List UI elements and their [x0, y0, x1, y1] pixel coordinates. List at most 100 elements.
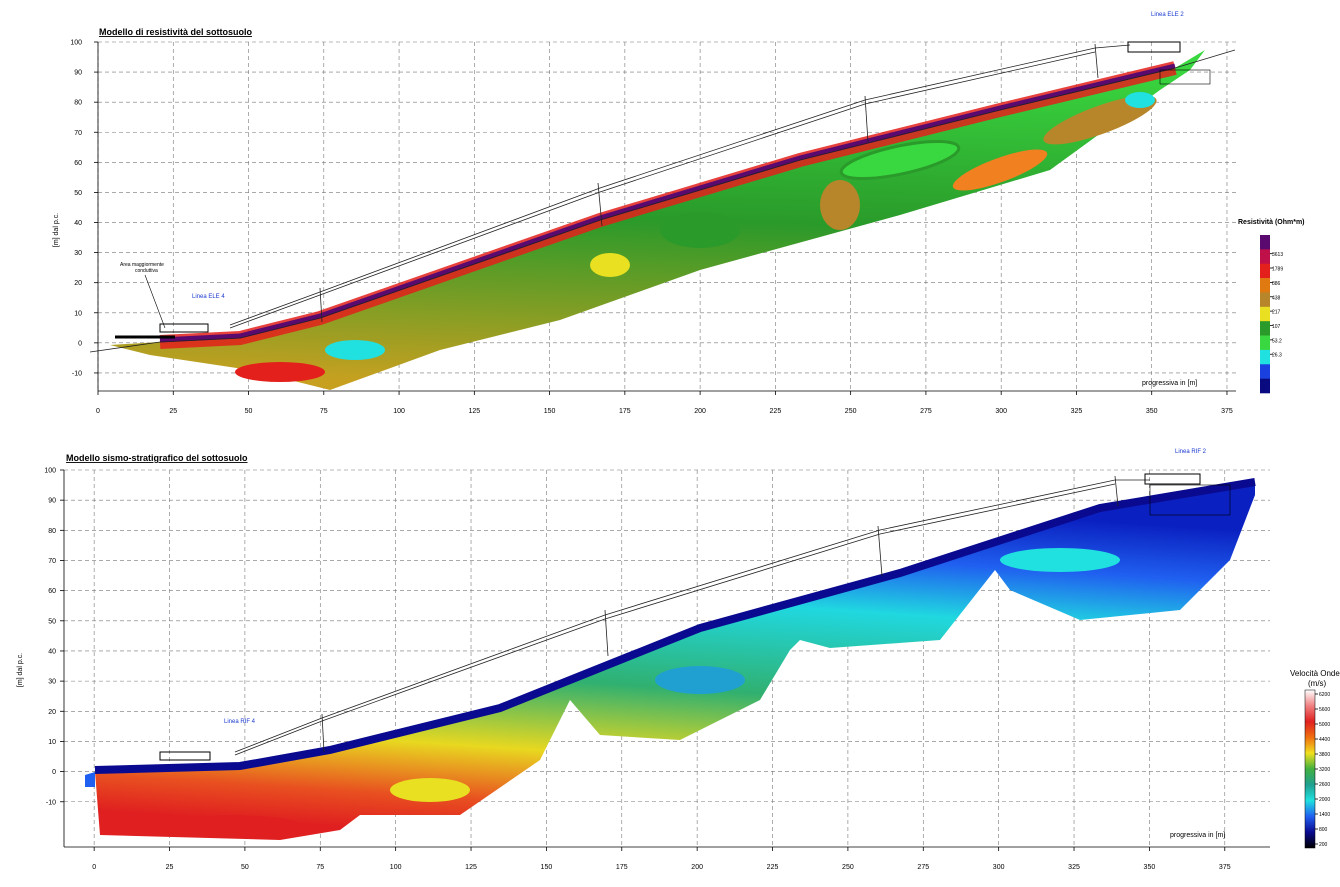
- colorbar-tick-label: 53.2: [1272, 338, 1282, 344]
- y-axis-label: [m] dal p.c.: [17, 653, 24, 687]
- colorbar-tick-label: 3613: [1272, 252, 1283, 258]
- colorbar-tick-label: 217: [1272, 310, 1281, 316]
- y-tick-label: 40: [48, 648, 56, 655]
- annotation: Area maggiormente: [120, 262, 164, 268]
- x-tick-label: 175: [619, 408, 631, 415]
- x-tick-label: 275: [920, 408, 932, 415]
- colorbar-tick-label: 1400: [1319, 812, 1330, 818]
- x-axis-label: progressiva in [m]: [1170, 832, 1225, 839]
- x-tick-label: 125: [465, 864, 477, 871]
- colorbar-tick-label: 4400: [1319, 737, 1330, 743]
- colorbar-band: [1260, 321, 1270, 336]
- annotation-leader: [144, 274, 166, 329]
- x-tick-label: 125: [468, 408, 480, 415]
- colorbar-band: [1260, 292, 1270, 308]
- x-tick-label: 0: [92, 864, 96, 871]
- x-axis-label: progressiva in [m]: [1142, 380, 1197, 387]
- y-tick-label: 20: [74, 280, 82, 287]
- x-tick-label: 150: [544, 408, 556, 415]
- x-tick-label: 250: [845, 408, 857, 415]
- colorbar-title: Velocità Onde: [1290, 669, 1340, 678]
- y-tick-label: 50: [74, 190, 82, 197]
- y-tick-label: 40: [74, 220, 82, 227]
- colorbar-unit: (m/s): [1308, 679, 1327, 688]
- y-tick-label: 100: [70, 40, 82, 47]
- colorbar-band: [1260, 306, 1270, 322]
- x-tick-label: 300: [993, 864, 1005, 871]
- x-tick-label: 375: [1219, 864, 1231, 871]
- seismic-section: [85, 478, 1256, 840]
- colorbar-ramp: [1304, 689, 1316, 849]
- y-tick-label: 70: [48, 558, 56, 565]
- colorbar-tick-label: 200: [1319, 842, 1328, 848]
- y-tick-label: -10: [72, 370, 82, 377]
- x-tick-label: 75: [320, 408, 328, 415]
- y-tick-label: 20: [48, 709, 56, 716]
- x-tick-label: 100: [393, 408, 405, 415]
- colorbar: 6200 5600 5000 4400 3800 3200 2600 2000 1400 800 2…: [1304, 689, 1330, 849]
- y-tick-label: -10: [46, 799, 56, 806]
- y-tick-label: 60: [74, 160, 82, 167]
- x-tick-label: 0: [96, 408, 100, 415]
- y-tick-label: 50: [48, 618, 56, 625]
- annotation: Linea ELE 2: [1151, 12, 1184, 18]
- terrain-top: [89, 41, 1236, 353]
- x-tick-label: 325: [1068, 864, 1080, 871]
- colorbar-band: [1260, 263, 1270, 279]
- colorbar-band: [1260, 349, 1270, 365]
- chart-title: Modello di resistività del sottosuolo: [99, 27, 253, 37]
- y-tick-label: 90: [74, 70, 82, 77]
- colorbar-tick-label: 800: [1319, 827, 1328, 833]
- x-tick-label: 25: [166, 864, 174, 871]
- x-tick-label: 100: [390, 864, 402, 871]
- colorbar-band: [1260, 364, 1270, 379]
- colorbar-tick-label: 1789: [1272, 267, 1283, 273]
- resistivity-section: [110, 50, 1205, 390]
- colorbar-band: [1260, 378, 1270, 394]
- x-tick-label: 275: [917, 864, 929, 871]
- x-tick-label: 200: [694, 408, 706, 415]
- colorbar-tick-label: 886: [1272, 281, 1281, 287]
- colorbar-tick-label: 5600: [1319, 707, 1330, 713]
- annotation: Linea RIF 4: [224, 719, 256, 725]
- y-tick-label: 0: [78, 340, 82, 347]
- colorbar-tick-label: 26.3: [1272, 353, 1282, 359]
- y-tick-label: 80: [48, 528, 56, 535]
- x-tick-label: 50: [241, 864, 249, 871]
- y-tick-label: 30: [74, 250, 82, 257]
- annotation: Linea RIF 2: [1175, 449, 1207, 455]
- x-tick-label: 75: [316, 864, 324, 871]
- x-tick-label: 225: [767, 864, 779, 871]
- y-tick-label: 0: [52, 769, 56, 776]
- y-tick-label: 10: [74, 310, 82, 317]
- colorbar-band: [1260, 278, 1270, 293]
- chart-title: Modello sismo-stratigrafico del sottosuo…: [66, 453, 248, 463]
- x-tick-label: 175: [616, 864, 628, 871]
- colorbar: 3613 1789 886 438 217 107 53.2 26.3: [1260, 235, 1283, 394]
- x-tick-label: 375: [1221, 408, 1233, 415]
- annotation: conduttiva: [135, 268, 158, 274]
- colorbar-band: [1260, 335, 1270, 351]
- colorbar-tick-label: 5000: [1319, 722, 1330, 728]
- y-tick-label: 60: [48, 588, 56, 595]
- colorbar-tick-label: 3200: [1319, 767, 1330, 773]
- colorbar-tick-label: 438: [1272, 295, 1281, 301]
- x-tick-label: 225: [770, 408, 782, 415]
- colorbar-band: [1260, 249, 1270, 265]
- y-tick-label: 30: [48, 679, 56, 686]
- y-tick-label: 10: [48, 739, 56, 746]
- colorbar-title: Resistività (Ohm*m): [1238, 219, 1305, 226]
- colorbar-band: [1260, 235, 1270, 250]
- x-tick-label: 200: [691, 864, 703, 871]
- x-tick-label: 350: [1144, 864, 1156, 871]
- annotation: Linea ELE 4: [192, 294, 225, 300]
- y-axis-label: [m] dal p.c.: [53, 213, 60, 247]
- colorbar-tick-label: 2000: [1319, 797, 1330, 803]
- x-tick-label: 150: [541, 864, 553, 871]
- x-tick-label: 250: [842, 864, 854, 871]
- colorbar-tick-label: 3800: [1319, 752, 1330, 758]
- x-tick-label: 25: [169, 408, 177, 415]
- y-tick-label: 90: [48, 498, 56, 505]
- y-tick-label: 80: [74, 100, 82, 107]
